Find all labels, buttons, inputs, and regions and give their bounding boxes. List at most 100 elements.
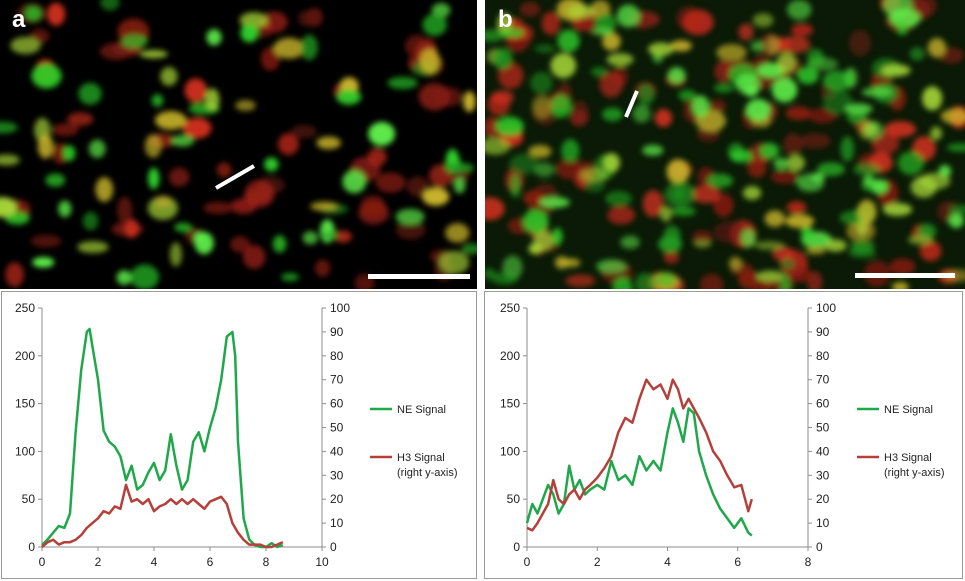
green-cell-blob — [691, 95, 710, 118]
y2-tick-label: 80 — [330, 349, 344, 363]
green-cell-blob — [727, 142, 745, 161]
red-nucleus-blob — [314, 259, 331, 277]
green-cell-blob — [779, 274, 791, 289]
y2-tick-label: 50 — [330, 421, 344, 435]
green-cell-blob — [663, 225, 681, 246]
y2-tick-label: 10 — [816, 516, 830, 530]
green-cell-blob — [491, 272, 518, 285]
green-cell-blob — [78, 82, 102, 105]
red-nucleus-blob — [490, 90, 514, 104]
green-cell-blob — [272, 235, 287, 253]
green-cell-blob — [655, 272, 676, 288]
h3-signal-line — [41, 483, 284, 549]
green-cell-blob — [590, 67, 608, 77]
y2-tick-label: 60 — [330, 397, 344, 411]
green-cell-blob — [740, 228, 756, 248]
red-nucleus-blob — [565, 274, 596, 288]
green-cell-blob — [787, 0, 812, 20]
line-profile-marker — [214, 164, 256, 190]
green-cell-blob — [797, 66, 819, 85]
green-cell-blob — [387, 76, 418, 90]
red-nucleus-blob — [699, 273, 724, 289]
x-tick-label: 6 — [734, 555, 741, 569]
green-cell-blob — [871, 179, 888, 195]
green-cell-blob — [77, 241, 109, 254]
green-cell-blob — [673, 187, 685, 201]
red-nucleus-blob — [183, 117, 212, 139]
red-nucleus-blob — [555, 158, 585, 180]
x-tick-label: 8 — [263, 555, 270, 569]
green-cell-blob — [892, 281, 909, 289]
y-tick-label: 0 — [513, 540, 520, 554]
red-nucleus-blob — [607, 205, 636, 225]
green-cell-blob — [907, 235, 934, 245]
green-cell-blob — [24, 5, 42, 22]
green-cell-blob — [898, 151, 925, 175]
green-cell-blob — [557, 29, 580, 53]
green-cell-blob — [320, 219, 335, 244]
green-cell-blob — [336, 89, 362, 105]
green-cell-blob — [765, 35, 780, 56]
green-cell-blob — [678, 89, 697, 101]
red-nucleus-blob — [124, 218, 139, 239]
legend-label: NE Signal — [884, 404, 933, 416]
green-cell-blob — [509, 153, 539, 175]
legend-label: H3 Signal — [397, 452, 445, 464]
green-cell-blob — [637, 83, 655, 106]
green-cell-blob — [310, 201, 339, 212]
green-cell-blob — [443, 162, 475, 174]
y-tick-label: 150 — [15, 397, 35, 411]
green-cell-blob — [861, 87, 893, 97]
y-tick-label: 50 — [507, 492, 521, 506]
green-cell-blob — [667, 67, 686, 85]
green-cell-blob — [160, 66, 178, 86]
red-nucleus-blob — [395, 220, 426, 240]
red-nucleus-blob — [785, 106, 812, 121]
red-nucleus-blob — [51, 123, 79, 137]
red-nucleus-blob — [889, 258, 916, 276]
green-cell-blob — [754, 241, 785, 250]
green-cell-blob — [922, 86, 943, 111]
green-cell-blob — [485, 137, 511, 155]
red-nucleus-blob — [570, 100, 589, 127]
green-cell-blob — [856, 221, 868, 237]
green-cell-blob — [693, 239, 712, 249]
y2-tick-label: 90 — [330, 325, 344, 339]
red-nucleus-blob — [306, 7, 323, 27]
green-cell-blob — [550, 94, 572, 118]
green-cell-blob — [10, 36, 41, 54]
y2-tick-label: 60 — [816, 397, 830, 411]
red-nucleus-blob — [642, 190, 664, 218]
chart-b: 0 50 100 150 200 250 0 10 20 30 40 50 60 70 80 90 100 0 2 4… — [500, 301, 945, 569]
green-cell-blob — [713, 83, 734, 93]
x-tick-label: 4 — [151, 555, 158, 569]
green-cell-blob — [116, 270, 132, 285]
red-nucleus-blob — [277, 133, 299, 155]
green-cell-blob — [88, 139, 106, 158]
y-tick-label: 200 — [15, 349, 35, 363]
red-nucleus-blob — [375, 172, 406, 193]
red-nucleus-blob — [791, 23, 814, 37]
green-cell-blob — [776, 52, 797, 74]
green-cell-blob — [785, 214, 815, 228]
red-nucleus-blob — [260, 11, 288, 33]
green-cell-blob — [539, 196, 570, 208]
green-cell-blob — [95, 177, 114, 202]
green-cell-blob — [395, 208, 425, 225]
green-cell-blob — [566, 4, 595, 19]
red-nucleus-blob — [519, 1, 541, 17]
green-cell-blob — [742, 186, 762, 200]
green-cell-blob — [864, 120, 884, 141]
green-cell-blob — [31, 63, 62, 89]
green-cell-blob — [552, 227, 563, 246]
panel-label-b: b — [498, 6, 513, 33]
green-cell-blob — [273, 37, 305, 59]
green-cell-blob — [530, 71, 553, 94]
red-nucleus-blob — [783, 132, 803, 156]
x-tick-label: 4 — [664, 555, 671, 569]
micrograph-b-image — [485, 0, 965, 289]
y2-tick-label: 30 — [330, 468, 344, 482]
green-cell-blob — [169, 242, 182, 267]
green-cell-blob — [0, 154, 20, 166]
green-cell-blob — [745, 98, 771, 121]
